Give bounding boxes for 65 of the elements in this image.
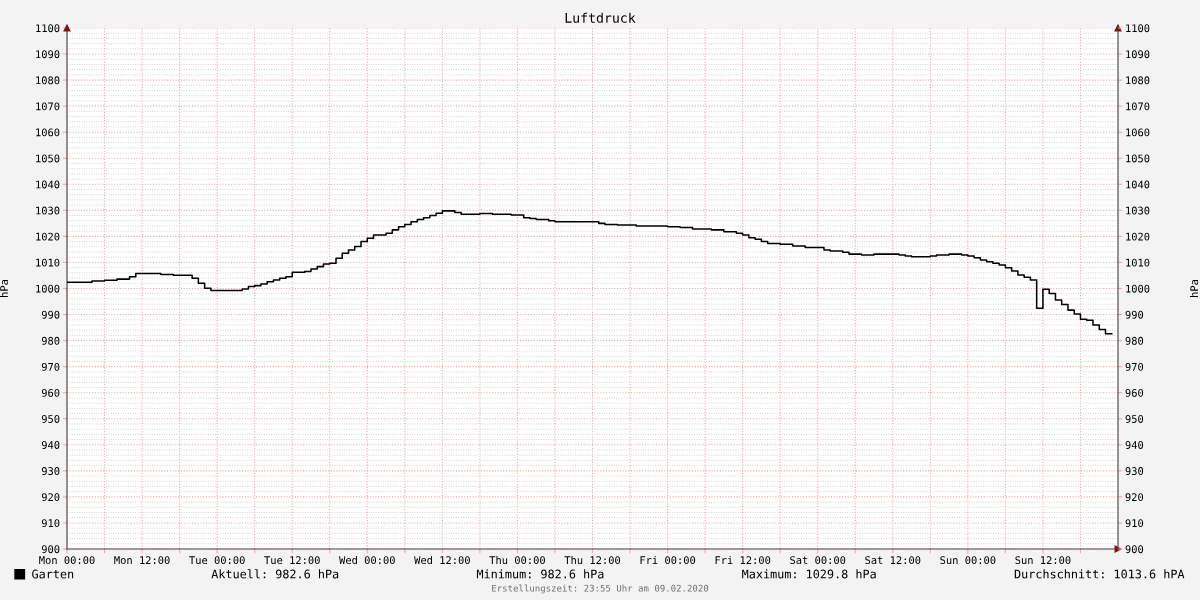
x-tick-label: Fri 00:00 — [640, 556, 696, 565]
x-tick-label: Mon 00:00 — [39, 556, 95, 565]
text: Durchschnitt: 1013.6 hPA — [1014, 569, 1185, 579]
y2-tick-label: 920 — [1125, 493, 1144, 502]
y-tick-label: 1050 — [36, 154, 60, 163]
y-tick-label: 1060 — [36, 128, 60, 137]
y2-tick-label: 1050 — [1126, 154, 1150, 163]
y2-tick-label: 1020 — [1126, 232, 1150, 241]
y-tick-label: 930 — [41, 467, 60, 475]
y-tick-label: 1030 — [36, 206, 60, 215]
y2-tick-label: 1060 — [1126, 128, 1150, 137]
y2-tick-label: 970 — [1125, 362, 1144, 371]
x-tick-label: Tue 00:00 — [189, 556, 245, 565]
y2-tick-label: 940 — [1125, 441, 1144, 449]
y2-tick-label: 1090 — [1126, 50, 1150, 59]
y2-axis-title: hPa — [1190, 279, 1199, 297]
y-tick-label: 1010 — [36, 258, 60, 267]
x-tick-label: Sun 00:00 — [940, 556, 996, 565]
y-tick-label: 1100 — [36, 24, 60, 33]
y-tick-label: 970 — [41, 362, 60, 371]
x-tick-label: Sat 12:00 — [865, 556, 921, 565]
y-tick-label: 1000 — [36, 284, 60, 293]
y2-tick-label: 900 — [1125, 545, 1144, 554]
y-tick-label: 1070 — [36, 102, 60, 111]
y-tick-label: 900 — [41, 545, 60, 554]
x-tick-label: Wed 00:00 — [339, 556, 395, 565]
y2-tick-label: 1010 — [1126, 258, 1150, 267]
x-tick-label: Thu 12:00 — [564, 556, 621, 565]
x-tick-label: Wed 12:00 — [414, 556, 470, 565]
y2-tick-label: 980 — [1125, 336, 1144, 345]
y-tick-label: 940 — [41, 441, 60, 449]
y-tick-label: 980 — [41, 336, 60, 345]
y-tick-label: 1090 — [36, 50, 60, 59]
y2-tick-label: 1070 — [1126, 102, 1150, 111]
text: Aktuell: 982.6 hPa — [211, 569, 339, 579]
x-tick-label: Fri 12:00 — [715, 556, 771, 565]
text: Maximum: 1029.8 hPa — [742, 569, 876, 579]
y2-tick-label: 1030 — [1126, 206, 1150, 215]
y-tick-label: 1040 — [36, 180, 60, 189]
y2-tick-label: 960 — [1125, 388, 1144, 397]
x-tick-label: Thu 00:00 — [489, 556, 545, 565]
y-tick-label: 1020 — [36, 232, 60, 241]
y-tick-label: 910 — [41, 519, 60, 528]
y2-tick-label: 1080 — [1126, 76, 1150, 85]
chart-title: Luftdruck — [565, 12, 636, 23]
x-tick-label: Mon 12:00 — [114, 556, 170, 565]
y2-tick-label: 910 — [1125, 519, 1144, 528]
y-tick-label: 920 — [41, 493, 60, 502]
y2-tick-label: 990 — [1125, 310, 1144, 319]
y-tick-label: 1080 — [36, 76, 60, 85]
y-tick-label: 960 — [41, 388, 60, 397]
y2-tick-label: 1040 — [1126, 180, 1150, 189]
y2-tick-label: 1000 — [1126, 284, 1150, 293]
y2-tick-label: 950 — [1125, 415, 1144, 423]
y-tick-label: 990 — [41, 310, 60, 319]
x-tick-label: Sat 00:00 — [790, 556, 846, 565]
text: Minimum: 982.6 hPa — [476, 569, 604, 579]
x-tick-label: Sun 12:00 — [1015, 556, 1071, 565]
legend-label: Garten — [32, 569, 74, 579]
y2-tick-label: 1100 — [1126, 24, 1150, 33]
y-axis-title: hPa — [0, 279, 8, 297]
y-tick-label: 950 — [41, 415, 60, 423]
text: Erstellungszeit: 23:55 Uhr am 09.02.2020 — [492, 584, 709, 594]
x-tick-label: Tue 12:00 — [264, 556, 320, 565]
y2-tick-label: 930 — [1125, 467, 1144, 475]
